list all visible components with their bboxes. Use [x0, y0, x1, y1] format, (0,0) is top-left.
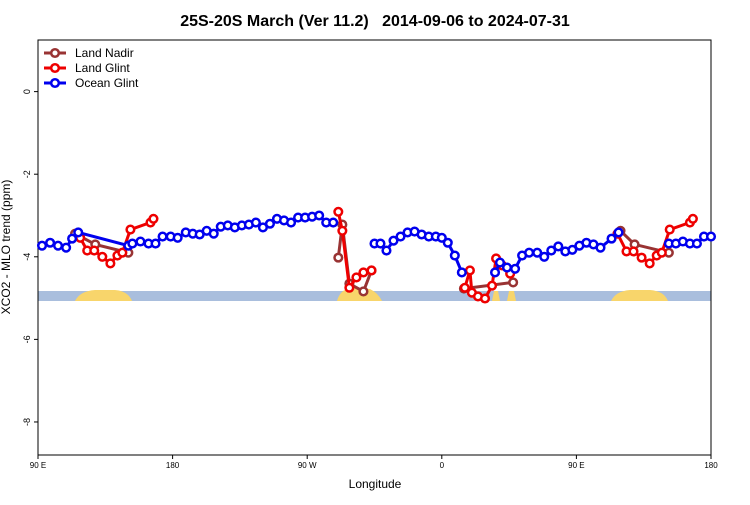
point — [524, 247, 535, 258]
point — [508, 277, 519, 288]
point — [489, 267, 501, 278]
point — [595, 242, 606, 253]
point — [105, 258, 116, 269]
chart-title: 25S-20S March (Ver 11.2) 2014-09-06 to 2… — [180, 13, 570, 30]
x-tick-label: 90 E — [568, 461, 584, 470]
point — [314, 210, 325, 221]
point — [456, 267, 467, 278]
point — [459, 282, 470, 293]
point — [61, 242, 72, 253]
point — [644, 258, 655, 269]
point — [388, 235, 399, 246]
point — [135, 236, 146, 247]
legend-label: Ocean Glint — [75, 76, 139, 90]
point — [73, 227, 84, 238]
land-band — [507, 291, 516, 301]
point — [687, 213, 698, 224]
point — [45, 237, 56, 248]
y-tick-label: -6 — [22, 335, 32, 343]
point — [436, 232, 447, 243]
point — [264, 218, 276, 229]
point — [52, 240, 64, 251]
point — [539, 251, 550, 262]
point — [705, 231, 717, 242]
point — [479, 293, 491, 304]
legend-label: Land Nadir — [75, 46, 134, 60]
point — [532, 247, 543, 258]
point — [89, 245, 100, 256]
point — [285, 217, 297, 228]
land-band — [75, 290, 132, 301]
point — [97, 251, 108, 262]
y-tick-label: -4 — [22, 253, 32, 261]
point — [510, 263, 521, 274]
point — [208, 228, 219, 239]
point — [664, 224, 675, 235]
series-line — [78, 211, 695, 301]
point — [375, 238, 386, 249]
point — [464, 265, 475, 276]
point — [501, 262, 513, 273]
point — [487, 280, 498, 291]
point — [656, 247, 667, 258]
point — [553, 241, 564, 252]
x-tick-label: 90 E — [30, 461, 46, 470]
point — [172, 232, 183, 243]
point — [395, 231, 406, 242]
point — [613, 227, 624, 238]
x-tick-label: 90 W — [298, 461, 317, 470]
land-band — [611, 290, 668, 301]
point — [157, 231, 168, 242]
point — [358, 286, 369, 297]
point — [351, 272, 362, 283]
point — [606, 233, 617, 244]
land-band — [492, 291, 500, 301]
y-tick-label: 0 — [22, 89, 32, 94]
point — [337, 225, 348, 236]
point — [366, 265, 377, 276]
legend-marker — [49, 47, 61, 59]
point — [567, 244, 578, 255]
point — [333, 206, 344, 217]
y-tick-label: -2 — [22, 170, 32, 178]
point — [67, 233, 78, 244]
x-tick-label: 0 — [440, 461, 445, 470]
point — [636, 252, 647, 263]
point — [250, 217, 261, 228]
point — [117, 247, 128, 258]
legend-marker — [49, 77, 61, 89]
point — [127, 238, 138, 249]
legend-label: Land Glint — [75, 61, 130, 75]
point — [381, 245, 392, 256]
y-axis-label: XCO2 - MLO trend (ppm) — [0, 180, 13, 315]
point — [36, 240, 48, 251]
point — [546, 245, 557, 256]
point — [691, 238, 702, 249]
point — [344, 282, 355, 293]
point — [328, 217, 339, 228]
point — [494, 257, 506, 268]
point — [358, 267, 369, 278]
point — [333, 252, 344, 263]
point — [442, 237, 453, 248]
point — [150, 238, 161, 249]
point — [449, 250, 460, 261]
x-axis-label: Longitude — [349, 477, 402, 491]
point — [628, 246, 639, 257]
point — [148, 213, 159, 224]
x-tick-label: 180 — [166, 461, 180, 470]
point — [125, 224, 136, 235]
x-tick-label: 180 — [704, 461, 718, 470]
y-tick-label: -8 — [22, 418, 32, 426]
legend-marker — [49, 62, 61, 74]
